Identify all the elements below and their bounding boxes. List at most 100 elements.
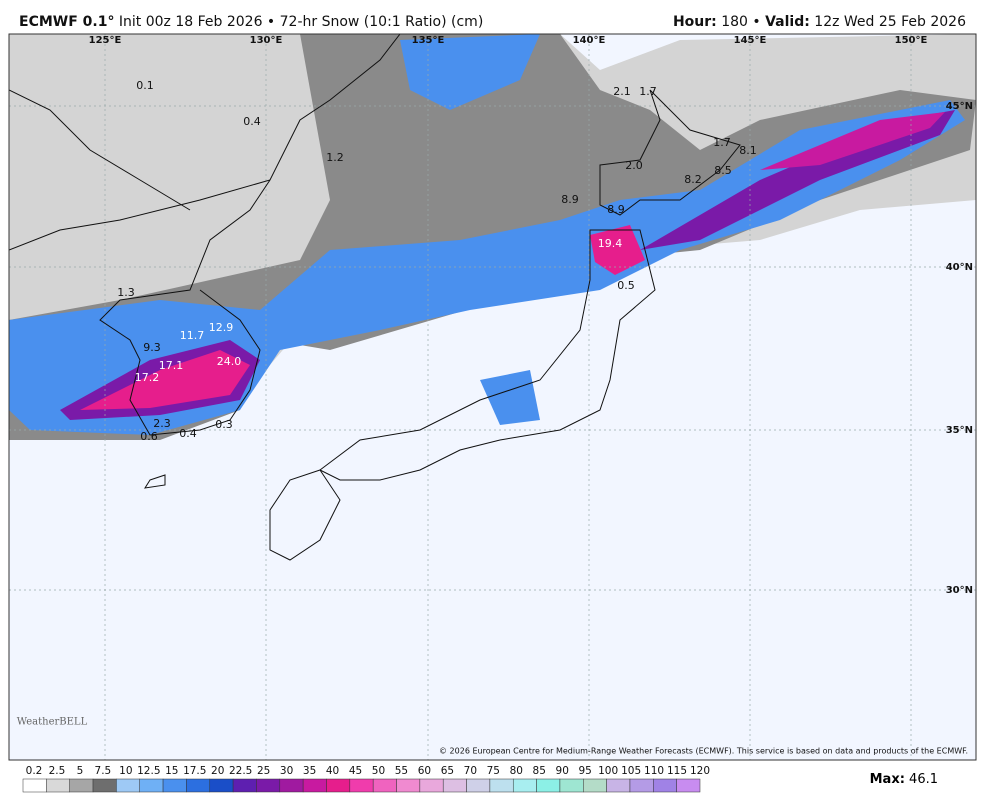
colorbar-box (606, 778, 631, 793)
longitude-label: 145°E (734, 35, 767, 46)
point-values: 0.10.41.21.39.311.712.917.1 24.017.22.3 0.… (117, 79, 757, 443)
point-value: 12.9 (209, 321, 234, 334)
map: 0.10.41.21.39.311.712.917.1 24.017.22.3 0.… (9, 34, 976, 760)
graticule (9, 34, 976, 760)
colorbar-label: 35 (303, 765, 316, 777)
point-value: 8.2 (684, 173, 702, 186)
point-value: 19.4 (598, 237, 623, 250)
snow-magenta (760, 112, 945, 170)
colorbar-box (279, 778, 304, 793)
colorbar-label: 40 (326, 765, 339, 777)
point-value: 24.0 (217, 355, 242, 368)
colorbar-label: 5 (77, 765, 84, 777)
point-value: 11.7 (180, 329, 205, 342)
map-frame (8, 33, 977, 761)
colorbar-box (442, 778, 467, 793)
colorbar-label: 120 (690, 765, 710, 777)
colorbar-box (139, 778, 164, 793)
copyright: © 2026 European Centre for Medium-Range … (439, 747, 968, 756)
colorbar-box (349, 778, 374, 793)
colorbar-label: 12.5 (137, 765, 160, 777)
coastline-honshu (319, 229, 656, 481)
colorbar-box (326, 778, 351, 793)
colorbar-box (559, 778, 584, 793)
colorbar-box (466, 778, 491, 793)
point-value: 0.6 (140, 430, 158, 443)
colorbar-label: 0.2 (26, 765, 43, 777)
hour-label: Hour: (673, 14, 717, 30)
valid-info: Hour: 180 • Valid: 12z Wed 25 Feb 2026 (673, 14, 966, 30)
colorbar-label: 110 (644, 765, 664, 777)
max: Max: 46.1 (870, 772, 938, 787)
longitude-label: 130°E (250, 35, 283, 46)
colorbar-box (583, 778, 607, 793)
colorbar-label: 65 (441, 765, 454, 777)
valid-value: 12z Wed 25 Feb 2026 (814, 14, 966, 30)
point-value: 8.5 (714, 164, 732, 177)
colorbar-box (489, 778, 514, 793)
latitude-label: 35°N (946, 425, 973, 436)
colorbar-box (22, 778, 47, 793)
coastline-kyushu (144, 469, 341, 561)
coastline-korea (99, 179, 271, 436)
snow-pink-japan (590, 225, 645, 275)
point-value: 17.2 (135, 371, 160, 384)
colorbar-label: 10 (119, 765, 132, 777)
latitude-label: 40°N (946, 262, 973, 273)
colorbar-box (116, 778, 140, 793)
point-value: 1.7 (713, 136, 731, 149)
point-value: 1.2 (326, 151, 344, 164)
longitude-label: 140°E (573, 35, 606, 46)
colorbar-label: 2.5 (49, 765, 66, 777)
colorbar-label: 30 (280, 765, 293, 777)
colorbar-box (256, 778, 281, 793)
colorbar-label: 17.5 (183, 765, 206, 777)
colorbar-label: 25 (257, 765, 270, 777)
snow-blue-honshu (480, 370, 540, 425)
longitude-label: 150°E (895, 35, 928, 46)
colorbar-label: 70 (464, 765, 477, 777)
colorbar-label: 15 (165, 765, 178, 777)
colorbar-label: 115 (667, 765, 687, 777)
point-value: 8.1 (739, 144, 757, 157)
valid-label: Valid: (765, 14, 810, 30)
colorbar-label: 55 (395, 765, 408, 777)
colorbar-label: 75 (487, 765, 500, 777)
colorbar-box (69, 778, 94, 793)
colorbar-box (186, 778, 211, 793)
point-value: 8.9 (607, 203, 625, 216)
colorbar-box (536, 778, 561, 793)
max-label: Max: (870, 772, 905, 787)
point-value: 0.1 (136, 79, 154, 92)
colorbar-box (396, 778, 421, 793)
latitude-label: 45°N (946, 101, 973, 112)
snow-pink (80, 350, 250, 410)
max-value: 46.1 (909, 772, 938, 787)
point-value: 2.0 (625, 159, 643, 172)
colorbar-box (372, 778, 397, 793)
colorbar-label: 50 (372, 765, 385, 777)
point-value: 0.4 (243, 115, 261, 128)
colorbar-box (232, 778, 257, 793)
colorbar-box (162, 778, 187, 793)
colorbar-label: 95 (578, 765, 591, 777)
colorbar-box (629, 778, 654, 793)
colorbar-box (676, 778, 701, 793)
colorbar-label: 80 (510, 765, 523, 777)
point-value: 0.4 (179, 427, 197, 440)
colorbar-box (653, 778, 677, 793)
colorbar-box (209, 778, 234, 793)
colorbar-label: 20 (211, 765, 224, 777)
point-value: 1.3 (117, 286, 135, 299)
colorbar-label: 22.5 (229, 765, 252, 777)
coastline-hokkaido (599, 89, 741, 216)
point-value: 0.5 (617, 279, 635, 292)
colorbar-label: 85 (533, 765, 546, 777)
point-value: 8.9 (561, 193, 579, 206)
longitude-label: 135°E (412, 35, 445, 46)
longitude-label: 125°E (89, 35, 122, 46)
colorbar-label: 100 (598, 765, 618, 777)
point-value: 1.7 (639, 85, 657, 98)
